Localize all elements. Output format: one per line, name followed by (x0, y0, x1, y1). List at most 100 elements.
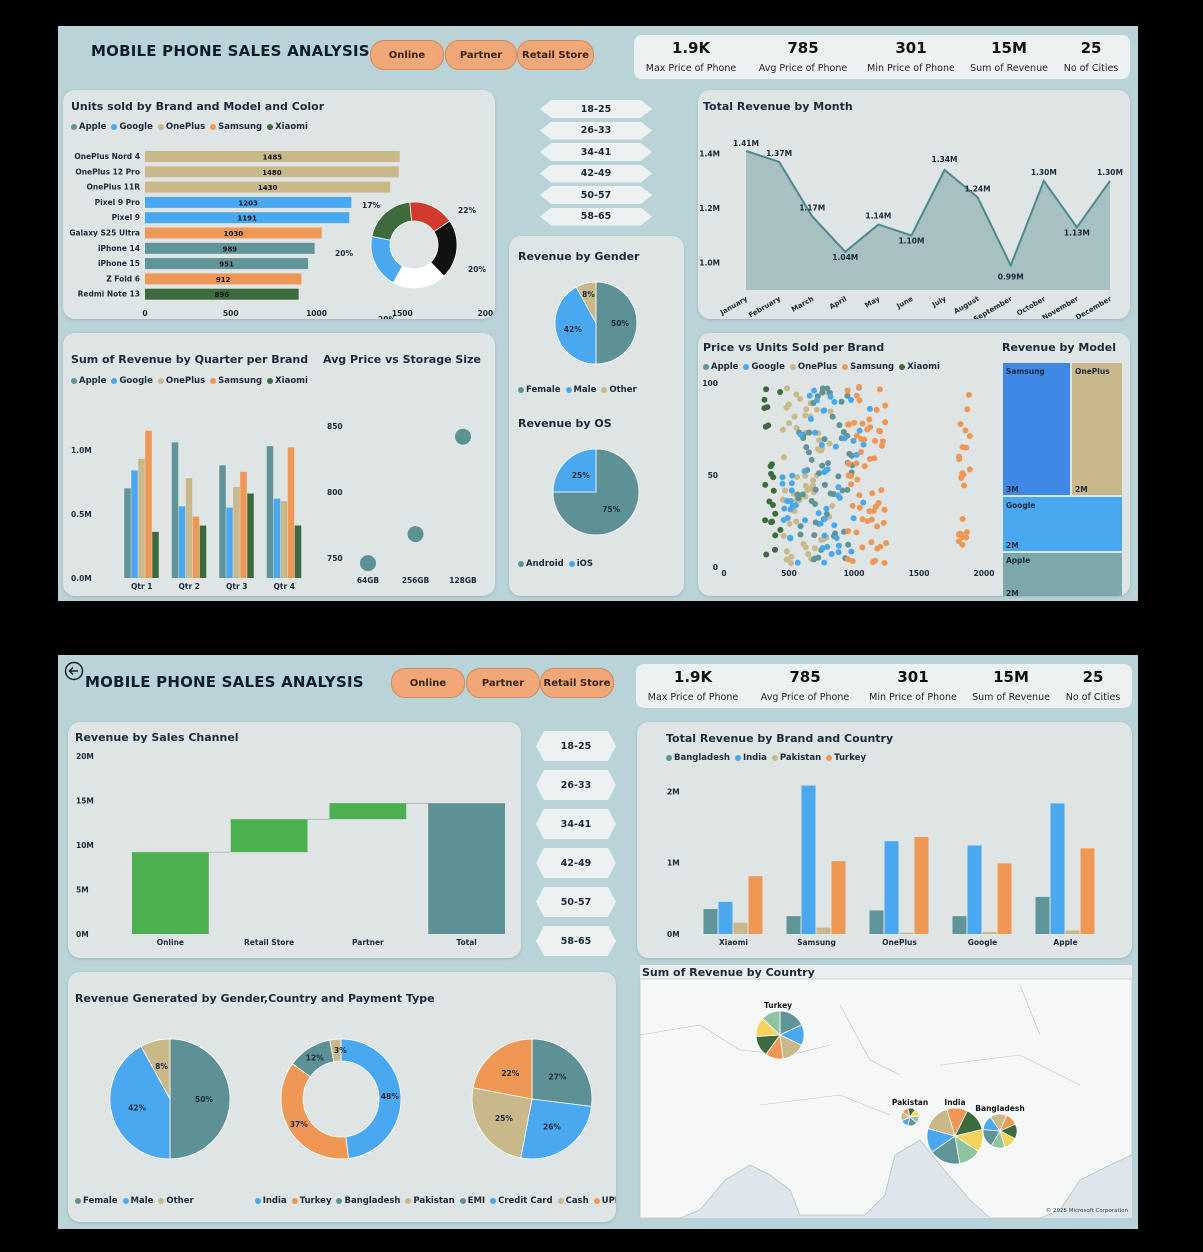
price-point (803, 444, 810, 451)
legend-item-xiaomi[interactable]: Xiaomi (267, 376, 308, 386)
treemap-label: Apple (1006, 556, 1030, 565)
legend-item-upi[interactable]: UPI (593, 1196, 616, 1206)
legend-dot (771, 754, 778, 761)
legend-item-bangladesh[interactable]: Bangladesh (666, 753, 730, 763)
price-xtick: 0 (721, 569, 726, 578)
price-point (794, 491, 801, 498)
age-button-50-57[interactable]: 50-57 (540, 186, 652, 204)
bc-xtick: Apple (1053, 938, 1077, 947)
legend-item-xiaomi[interactable]: Xiaomi (899, 362, 940, 372)
legend-item-oneplus[interactable]: OnePlus (789, 362, 837, 372)
legend-item-oneplus[interactable]: OnePlus (157, 122, 205, 132)
quarter-bar (287, 447, 295, 578)
price-point (813, 406, 820, 413)
legend-item-india[interactable]: India (734, 753, 767, 763)
legend-item-oneplus[interactable]: OnePlus (157, 376, 205, 386)
legend-item-credit-card[interactable]: Credit Card (490, 1196, 553, 1206)
price-point (789, 472, 796, 479)
legend-item-google[interactable]: Google (743, 362, 785, 372)
price-point (766, 498, 773, 505)
price-point (808, 456, 815, 463)
kpi-max-price-label-2: Max Price of Phone (647, 692, 739, 703)
legend-item-samsung[interactable]: Samsung (210, 376, 262, 386)
legend-item-samsung[interactable]: Samsung (842, 362, 894, 372)
price-point (962, 427, 969, 434)
age-button-42-49[interactable]: 42-49 (540, 164, 652, 183)
map-country-label: Pakistan (892, 1098, 928, 1107)
legend-item-apple[interactable]: Apple (703, 362, 738, 372)
os-label: 25% (572, 471, 590, 480)
legend-dot (518, 386, 524, 393)
legend-item-female[interactable]: Female (75, 1196, 118, 1206)
quarter-bar (280, 501, 288, 578)
legend-item-other[interactable]: Other (158, 1196, 194, 1206)
price-point (851, 419, 858, 426)
channel-partner-button[interactable]: Partner (445, 40, 517, 70)
gcp-country-slice-1 (280, 1063, 349, 1160)
country-map[interactable]: Sum of Revenue by Country Turkey Pakistan… (639, 965, 1133, 1219)
legend-item-turkey[interactable]: Turkey (291, 1196, 331, 1206)
legend-item-turkey[interactable]: Turkey (826, 753, 866, 763)
age-button-58-65[interactable]: 58-65 (540, 207, 652, 226)
legend-item-pakistan[interactable]: Pakistan (771, 753, 821, 763)
gcp-country-label: 12% (306, 1054, 324, 1063)
price-point (868, 516, 875, 523)
age-button-26-33[interactable]: 26-33 (536, 770, 616, 800)
legend-item-female[interactable]: Female (518, 385, 561, 395)
age-button-50-57[interactable]: 50-57 (536, 887, 616, 917)
legend-item-bangladesh[interactable]: Bangladesh (336, 1196, 400, 1206)
bc-bar (952, 916, 967, 934)
legend-item-xiaomi[interactable]: Xiaomi (267, 122, 308, 132)
kpi-revenue-value-2: 15M (993, 668, 1029, 686)
price-point (965, 391, 972, 398)
legend-item-pakistan[interactable]: Pakistan (405, 1196, 455, 1206)
legend-dot (703, 363, 709, 370)
price-point (777, 388, 784, 395)
channel-online-button-2[interactable]: Online (391, 668, 465, 698)
legend-item-ios[interactable]: iOS (568, 559, 593, 569)
legend-item-other[interactable]: Other (601, 385, 637, 395)
legend-item-google[interactable]: Google (111, 122, 153, 132)
price-point (793, 391, 800, 398)
channel-online-button[interactable]: Online (370, 40, 444, 70)
legend-item-google[interactable]: Google (111, 376, 153, 386)
legend-item-emi[interactable]: EMI (459, 1196, 485, 1206)
legend-item-india[interactable]: India (254, 1196, 287, 1206)
sales-channel-chart: 0M 5M 10M 15M 20M Online Retail Store Partner To… (76, 752, 505, 947)
units-bar (145, 181, 391, 193)
price-point (816, 447, 823, 454)
legend-item-cash[interactable]: Cash (557, 1196, 589, 1206)
gcp-legend: Female Male Other India Turkey Bangladesh Paki… (75, 1196, 616, 1206)
month-xtick: August (952, 294, 981, 315)
units-sold-card: Units sold by Brand and Model and Color … (63, 90, 495, 319)
price-point (849, 558, 856, 565)
gcp-payment-label: 26% (543, 1123, 561, 1132)
month-xtick: May (863, 295, 881, 310)
channel-retail-store-button[interactable]: Retail Store (517, 40, 594, 70)
age-button-18-25[interactable]: 18-25 (536, 731, 616, 761)
age-button-58-65[interactable]: 58-65 (536, 926, 616, 956)
legend-item-apple[interactable]: Apple (71, 376, 106, 386)
age-button-26-33[interactable]: 26-33 (540, 121, 652, 140)
age-button-34-41[interactable]: 34-41 (536, 809, 616, 839)
channel-partner-button-2[interactable]: Partner (466, 668, 540, 698)
back-arrow-icon[interactable] (64, 661, 84, 681)
age-button-34-41[interactable]: 34-41 (540, 143, 652, 161)
channel-retail-store-button-2[interactable]: Retail Store (540, 668, 614, 698)
units-bar (145, 258, 309, 270)
gender-os-card: Revenue by Gender 50% 42% 8% 75% 25% Female M… (509, 236, 684, 596)
bc-bar (997, 863, 1012, 934)
legend-item-samsung[interactable]: Samsung (210, 122, 262, 132)
price-point (802, 472, 809, 479)
price-point (783, 548, 790, 555)
legend-item-apple[interactable]: Apple (71, 122, 106, 132)
price-point (857, 448, 864, 455)
price-point (831, 398, 838, 405)
legend-item-male[interactable]: Male (122, 1196, 153, 1206)
legend-item-male[interactable]: Male (565, 385, 596, 395)
waterfall-bar (329, 803, 407, 820)
waterfall-ytick: 0M (76, 930, 89, 939)
legend-item-android[interactable]: Android (518, 559, 564, 569)
age-button-42-49[interactable]: 42-49 (536, 848, 616, 878)
age-button-18-25[interactable]: 18-25 (540, 100, 652, 118)
